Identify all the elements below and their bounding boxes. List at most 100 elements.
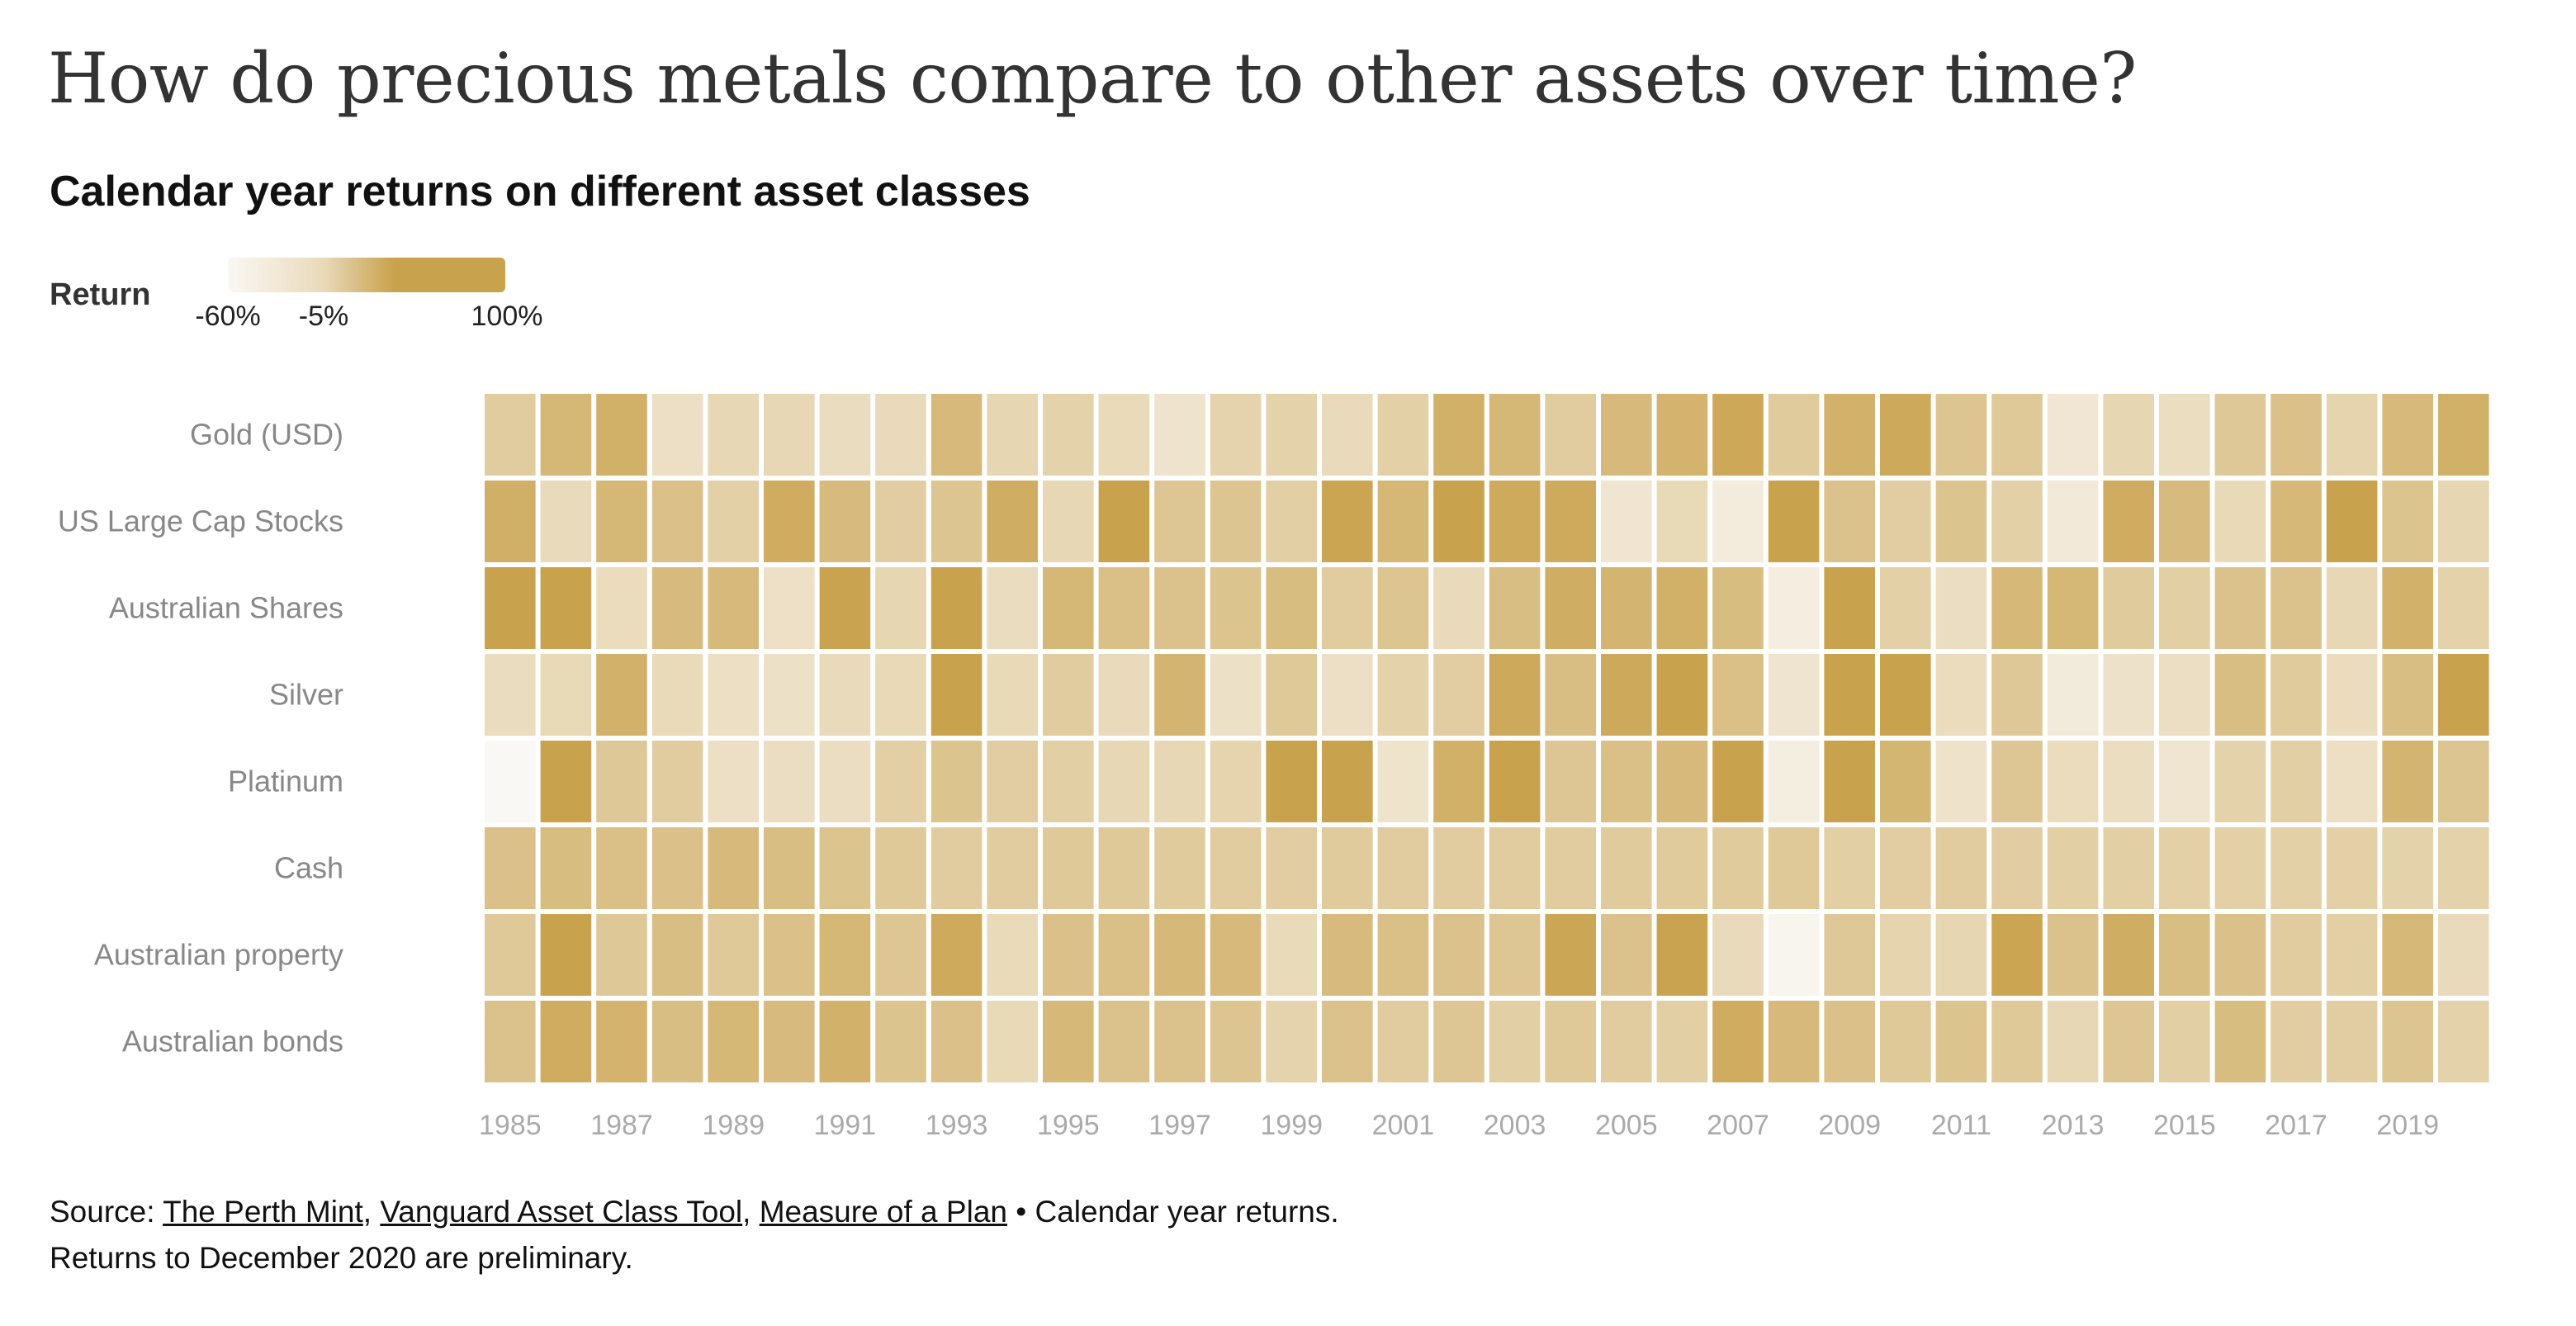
heatmap-cell[interactable]: Cash 1999: 4% <box>1266 827 1317 909</box>
heatmap-cell[interactable]: Silver 1992: -4% <box>875 654 926 736</box>
heatmap-cell[interactable]: Australian property 2000: 17% <box>1322 914 1373 996</box>
heatmap-cell[interactable]: Silver 2005: 30% <box>1601 654 1652 736</box>
heatmap-cell[interactable]: Australian Shares 2003: 15% <box>1489 567 1541 649</box>
heatmap-cell[interactable]: Australian bonds 1991: 24% <box>819 1001 871 1082</box>
heatmap-cell[interactable]: Australian property 1985: 7% <box>485 914 536 996</box>
heatmap-cell[interactable]: Gold (USD) 2008: 6% <box>1768 394 1820 476</box>
heatmap-cell[interactable]: Australian bonds 2013: -3% <box>2047 1001 2099 1082</box>
heatmap-cell[interactable]: Australian property 2012: 33% <box>1991 914 2043 996</box>
heatmap-cell[interactable]: Cash 2014: 3% <box>2103 827 2154 909</box>
heatmap-cell[interactable]: Cash 1995: 7% <box>1043 827 1094 909</box>
heatmap-cell[interactable]: Cash 1985: 13% <box>485 827 536 909</box>
heatmap-cell[interactable]: US Large Cap Stocks 2006: -4% <box>1656 481 1708 562</box>
heatmap-cell[interactable]: Australian bonds 2020: 1% <box>2438 1001 2489 1082</box>
heatmap-cell[interactable]: US Large Cap Stocks 2010: 4% <box>1880 481 1931 562</box>
heatmap-cell[interactable]: Australian property 2011: -2% <box>1935 914 1987 996</box>
heatmap-cell[interactable]: Gold (USD) 2017: 13% <box>2271 394 2322 476</box>
heatmap-cell[interactable]: Australian property 2004: 32% <box>1545 914 1596 996</box>
heatmap-cell[interactable]: Gold (USD) 2010: 30% <box>1880 394 1931 476</box>
heatmap-cell[interactable]: Australian property 2016: 13% <box>2214 914 2266 996</box>
heatmap-cell[interactable]: Cash 1987: 14% <box>596 827 647 909</box>
heatmap-cell[interactable]: Australian property 2014: 27% <box>2103 914 2154 996</box>
heatmap-cell[interactable]: US Large Cap Stocks 2002: 42% <box>1433 481 1485 562</box>
heatmap-cell[interactable]: US Large Cap Stocks 2017: 19% <box>2271 481 2322 562</box>
heatmap-cell[interactable]: Australian bonds 1999: 0% <box>1266 1001 1317 1082</box>
heatmap-cell[interactable]: Australian bonds 2000: 12% <box>1322 1001 1373 1082</box>
heatmap-cell[interactable]: Gold (USD) 1995: 1% <box>1043 394 1094 476</box>
heatmap-cell[interactable]: Silver 2006: 46% <box>1656 654 1708 736</box>
heatmap-cell[interactable]: Australian property 2008: -54% <box>1768 914 1820 996</box>
heatmap-cell[interactable]: Australian Shares 1986: 42% <box>540 567 592 649</box>
heatmap-cell[interactable]: Australian Shares 1988: 17% <box>651 567 703 649</box>
heatmap-cell[interactable]: Gold (USD) 2001: 2% <box>1377 394 1429 476</box>
heatmap-cell[interactable]: Platinum 2016: 1% <box>2214 741 2266 822</box>
heatmap-cell[interactable]: Australian Shares 1989: 18% <box>708 567 759 649</box>
heatmap-cell[interactable]: US Large Cap Stocks 1996: 37% <box>1098 481 1150 562</box>
heatmap-cell[interactable]: Gold (USD) 2002: 25% <box>1433 394 1485 476</box>
heatmap-cell[interactable]: Silver 2008: -24% <box>1768 654 1820 736</box>
heatmap-cell[interactable]: Australian bonds 1990: 17% <box>764 1001 815 1082</box>
heatmap-cell[interactable]: Gold (USD) 1986: 20% <box>540 394 592 476</box>
heatmap-cell[interactable]: Australian property 1993: 29% <box>930 914 983 996</box>
heatmap-cell[interactable]: Platinum 2008: -41% <box>1768 741 1820 822</box>
heatmap-cell[interactable]: Platinum 1997: -3% <box>1154 741 1205 822</box>
heatmap-cell[interactable]: Australian Shares 1985: 44% <box>485 567 536 649</box>
heatmap-cell[interactable]: Cash 2013: 3% <box>2047 827 2099 909</box>
heatmap-cell[interactable]: Cash 2019: 1% <box>2382 827 2433 909</box>
heatmap-cell[interactable]: Platinum 1988: 5% <box>651 741 703 822</box>
heatmap-cell[interactable]: Australian property 2009: 8% <box>1824 914 1875 996</box>
heatmap-cell[interactable]: Cash 2012: 4% <box>1991 827 2043 909</box>
heatmap-cell[interactable]: US Large Cap Stocks 2004: 29% <box>1545 481 1596 562</box>
heatmap-cell[interactable]: Cash 2001: 5% <box>1377 827 1429 909</box>
heatmap-cell[interactable]: Australian bonds 2016: 16% <box>2214 1001 2266 1082</box>
heatmap-cell[interactable]: US Large Cap Stocks 1993: 10% <box>930 481 983 562</box>
heatmap-cell[interactable]: Australian bonds 2003: 3% <box>1489 1001 1541 1082</box>
heatmap-cell[interactable]: Gold (USD) 1997: -22% <box>1154 394 1205 476</box>
heatmap-cell[interactable]: Platinum 2017: 3% <box>2271 741 2322 822</box>
heatmap-cell[interactable]: Cash 2015: 2% <box>2159 827 2210 909</box>
heatmap-cell[interactable]: Australian Shares 1995: 20% <box>1043 567 1094 649</box>
heatmap-cell[interactable]: Platinum 2019: 22% <box>2382 741 2433 822</box>
heatmap-cell[interactable]: Silver 2007: 14% <box>1712 654 1764 736</box>
heatmap-cell[interactable]: Australian Shares 1999: 16% <box>1266 567 1317 649</box>
heatmap-cell[interactable]: Platinum 1985: -60% <box>485 741 536 822</box>
heatmap-cell[interactable]: Australian property 2017: 5% <box>2271 914 2322 996</box>
heatmap-cell[interactable]: Cash 1992: 7% <box>875 827 926 909</box>
heatmap-cell[interactable]: Cash 1998: 5% <box>1210 827 1262 909</box>
heatmap-cell[interactable]: Australian bonds 1994: -4% <box>987 1001 1038 1082</box>
heatmap-cell[interactable]: Gold (USD) 2012: 7% <box>1991 394 2043 476</box>
heatmap-cell[interactable]: Australian Shares 1993: 45% <box>930 567 983 649</box>
heatmap-cell[interactable]: Silver 1985: -9% <box>485 654 536 736</box>
heatmap-cell[interactable]: Australian property 1990: 13% <box>764 914 815 996</box>
heatmap-cell[interactable]: US Large Cap Stocks 2013: -33% <box>2047 481 2099 562</box>
heatmap-cell[interactable]: Cash 2000: 6% <box>1322 827 1373 909</box>
heatmap-cell[interactable]: Silver 1988: -5% <box>651 654 703 736</box>
heatmap-cell[interactable]: Platinum 1993: 11% <box>930 741 983 822</box>
heatmap-cell[interactable]: Australian bonds 1989: 20% <box>708 1001 759 1082</box>
heatmap-cell[interactable]: Gold (USD) 2019: 18% <box>2382 394 2433 476</box>
heatmap-cell[interactable]: Cash 1991: 11% <box>819 827 871 909</box>
heatmap-cell[interactable]: Australian Shares 2007: 16% <box>1712 567 1764 649</box>
heatmap-cell[interactable]: Australian property 1989: 7% <box>708 914 759 996</box>
heatmap-cell[interactable]: Cash 2004: 5% <box>1545 827 1596 909</box>
heatmap-cell[interactable]: Gold (USD) 2011: 10% <box>1935 394 1987 476</box>
heatmap-cell[interactable]: Platinum 2013: -8% <box>2047 741 2099 822</box>
heatmap-cell[interactable]: Australian property 2010: -1% <box>1880 914 1931 996</box>
heatmap-cell[interactable]: US Large Cap Stocks 2016: -4% <box>2214 481 2266 562</box>
heatmap-cell[interactable]: Australian bonds 2009: 13% <box>1824 1001 1875 1082</box>
heatmap-cell[interactable]: Silver 2012: 8% <box>1991 654 2043 736</box>
heatmap-cell[interactable]: Australian property 2019: 19% <box>2382 914 2433 996</box>
heatmap-cell[interactable]: Australian Shares 2013: 20% <box>2047 567 2099 649</box>
heatmap-cell[interactable]: Silver 1989: -14% <box>708 654 759 736</box>
heatmap-cell[interactable]: Silver 2003: 30% <box>1489 654 1541 736</box>
heatmap-cell[interactable]: Gold (USD) 1985: 5% <box>485 394 536 476</box>
heatmap-cell[interactable]: Platinum 2001: -21% <box>1377 741 1429 822</box>
heatmap-cell[interactable]: Australian Shares 2017: 12% <box>2271 567 2322 649</box>
heatmap-cell[interactable]: Silver 1996: -6% <box>1098 654 1150 736</box>
heatmap-cell[interactable]: Gold (USD) 2005: 18% <box>1601 394 1652 476</box>
heatmap-cell[interactable]: Australian bonds 1996: 12% <box>1098 1001 1150 1082</box>
heatmap-cell[interactable]: Australian bonds 1993: 13% <box>930 1001 983 1082</box>
heatmap-cell[interactable]: Australian Shares 2019: 24% <box>2382 567 2433 649</box>
heatmap-cell[interactable]: Cash 2010: 4% <box>1880 827 1931 909</box>
heatmap-cell[interactable]: Cash 2008: 7% <box>1768 827 1820 909</box>
